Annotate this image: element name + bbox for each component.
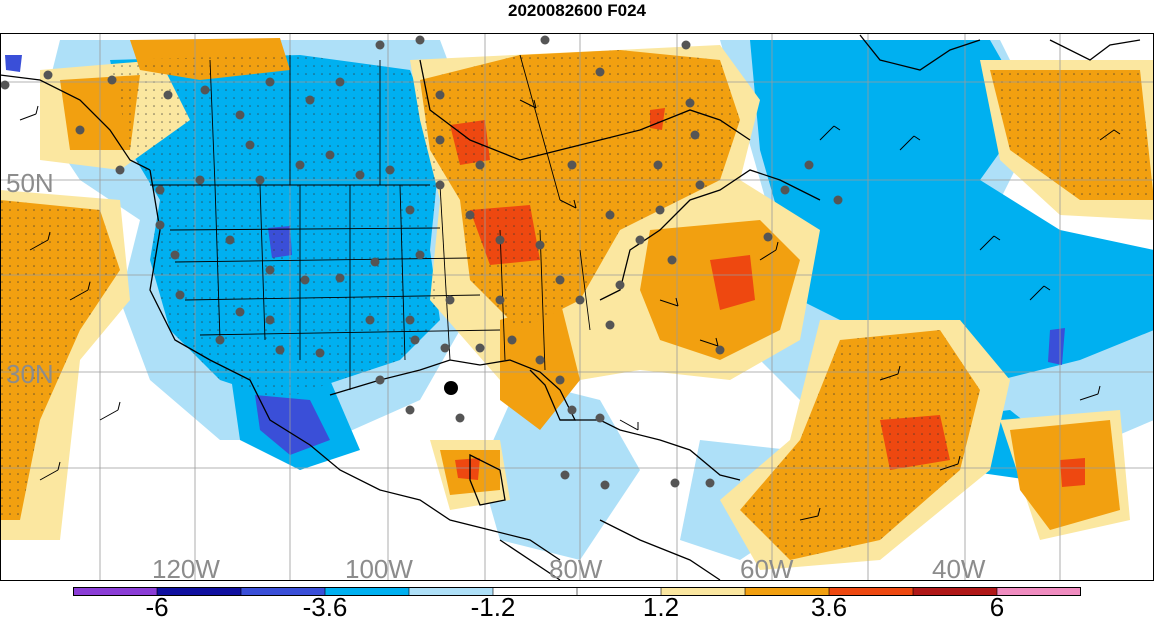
gridlines [0, 33, 1154, 581]
colorbar-label: 1.2 [642, 592, 680, 622]
colorbar-cell [156, 587, 242, 596]
lon-label-60w: 60W [740, 554, 794, 581]
lat-label-50n: 50N [6, 168, 54, 198]
wind-barbs [19, 99, 1121, 521]
lat-label-30n: 30N [6, 359, 54, 389]
station-markers [0, 35, 843, 490]
lon-label-100w: 100W [345, 554, 413, 581]
colorbar [73, 587, 1081, 596]
political-borders [150, 54, 591, 390]
colorbar-label: -3.6 [302, 592, 348, 622]
lon-label-80w: 80W [549, 554, 603, 581]
map-axis-labels: 50N 30N 120W 100W 80W 60W 40W [6, 168, 986, 581]
colorbar-label: -1.2 [470, 592, 516, 622]
colorbar-label: 3.6 [810, 592, 848, 622]
lon-label-120w: 120W [152, 554, 220, 581]
highlight-marker [444, 381, 458, 395]
colorbar-label: -6 [145, 592, 169, 622]
map-title: 2020082600 F024 [507, 1, 647, 20]
lon-label-40w: 40W [932, 554, 986, 581]
weather-map: 50N 30N 120W 100W 80W 60W 40W [0, 33, 1154, 581]
colorbar-cell [996, 587, 1081, 596]
coastlines [0, 34, 1141, 581]
stipple-overlay [0, 50, 1154, 560]
colorbar-cell [912, 587, 998, 596]
colorbar-label: 6 [989, 592, 1005, 622]
